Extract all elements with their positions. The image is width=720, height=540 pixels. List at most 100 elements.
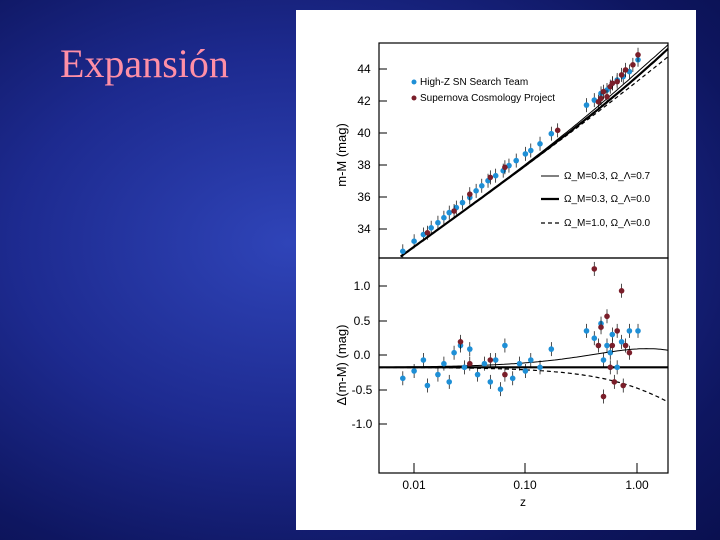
bottom-point-high-z bbox=[591, 335, 598, 342]
model-curve-top-3 bbox=[400, 56, 669, 257]
bottom-point-scp bbox=[622, 342, 629, 349]
top-point-high-z bbox=[473, 188, 479, 194]
top-point-high-z bbox=[583, 102, 590, 108]
bottom-point-scp bbox=[618, 288, 625, 294]
bottom-point-scp bbox=[600, 393, 607, 400]
top-point-scp bbox=[604, 93, 610, 100]
bottom-point-high-z bbox=[548, 346, 555, 352]
bottom-point-high-z bbox=[474, 371, 481, 378]
top-point-high-z bbox=[548, 130, 555, 137]
bottom-point-high-z bbox=[424, 382, 431, 389]
bottom-y-axis-label: Δ(m-M) (mag) bbox=[334, 325, 349, 406]
bottom-point-high-z bbox=[481, 360, 488, 367]
top-point-scp bbox=[618, 72, 625, 78]
bottom-point-scp bbox=[591, 266, 598, 272]
bottom-point-high-z bbox=[467, 346, 473, 352]
legend-label-high-z: High-Z SN Search Team bbox=[420, 77, 528, 88]
bottom-point-scp bbox=[609, 342, 616, 349]
bottom-point-high-z bbox=[435, 371, 441, 378]
top-point-scp bbox=[622, 67, 629, 73]
bottom-y-tick-label: 1.0 bbox=[354, 279, 371, 293]
top-y-tick-label: 38 bbox=[357, 158, 371, 172]
model-legend-label-3: Ω_M=1.0, Ω_Λ=0.0 bbox=[564, 218, 651, 229]
top-point-scp bbox=[598, 95, 604, 102]
bottom-point-scp bbox=[626, 349, 633, 356]
bottom-point-high-z bbox=[411, 368, 417, 374]
top-point-scp bbox=[635, 52, 641, 58]
bottom-point-high-z bbox=[528, 357, 534, 363]
x-axis-label: z bbox=[520, 495, 526, 509]
model-curve-bottom-3 bbox=[379, 366, 669, 403]
bottom-point-high-z bbox=[461, 364, 468, 371]
legend-marker-high-z bbox=[411, 79, 417, 85]
bottom-point-high-z bbox=[446, 379, 452, 385]
bottom-point-scp bbox=[595, 342, 602, 349]
bottom-point-high-z bbox=[522, 368, 529, 374]
bottom-model-curves bbox=[379, 348, 669, 403]
bottom-y-ticks: 1.0 0.5 0.0 -0.5 -1.0 bbox=[352, 279, 387, 431]
bottom-y-tick-label: -0.5 bbox=[352, 383, 373, 397]
top-point-high-z bbox=[435, 219, 441, 226]
slide-title: Expansión bbox=[60, 41, 229, 86]
top-point-high-z bbox=[459, 199, 466, 206]
bottom-point-high-z bbox=[604, 342, 610, 349]
top-point-high-z bbox=[492, 172, 499, 179]
bottom-point-high-z bbox=[537, 364, 543, 371]
bottom-point-scp bbox=[620, 382, 626, 389]
top-point-high-z bbox=[441, 214, 447, 221]
top-point-scp bbox=[467, 191, 473, 197]
top-point-scp bbox=[424, 230, 431, 236]
bottom-point-high-z bbox=[497, 386, 504, 393]
top-point-scp bbox=[600, 88, 607, 95]
bottom-point-scp bbox=[502, 371, 508, 378]
x-ticks: 0.01 0.10 1.00 bbox=[402, 463, 649, 492]
figure-panel: 44 42 40 38 36 34 m-M (mag) 1.0 0.5 0.0 … bbox=[296, 10, 696, 530]
bottom-point-high-z bbox=[420, 357, 427, 363]
bottom-point-high-z bbox=[635, 328, 641, 334]
bottom-point-high-z bbox=[600, 357, 607, 363]
top-y-tick-label: 36 bbox=[357, 190, 371, 204]
top-y-ticks: 44 42 40 38 36 34 bbox=[357, 62, 387, 236]
top-point-scp bbox=[502, 164, 508, 171]
top-point-scp bbox=[630, 62, 636, 68]
bottom-point-high-z bbox=[400, 375, 406, 382]
top-point-scp bbox=[487, 174, 494, 181]
top-y-tick-label: 34 bbox=[357, 222, 371, 236]
bottom-point-high-z bbox=[583, 328, 590, 334]
top-point-scp bbox=[609, 80, 616, 87]
top-y-tick-label: 42 bbox=[357, 94, 371, 108]
top-point-high-z bbox=[428, 225, 434, 231]
model-curve-top-2 bbox=[400, 47, 669, 258]
bottom-point-scp bbox=[467, 360, 473, 367]
bottom-point-high-z bbox=[502, 342, 508, 349]
bottom-y-tick-label: -1.0 bbox=[352, 417, 373, 431]
bottom-point-high-z bbox=[441, 360, 447, 367]
top-point-scp bbox=[554, 127, 561, 134]
bottom-data-points bbox=[400, 261, 641, 404]
top-point-high-z bbox=[513, 157, 519, 164]
top-data-points bbox=[400, 47, 641, 259]
x-tick-label: 0.10 bbox=[513, 478, 537, 492]
bottom-point-high-z bbox=[492, 357, 499, 363]
top-model-curves bbox=[400, 44, 669, 258]
bottom-point-scp bbox=[614, 328, 620, 334]
bottom-plot-frame bbox=[378, 257, 669, 474]
x-tick-label: 1.00 bbox=[625, 478, 649, 492]
series-legend: High-Z SN Search Team Supernova Cosmolog… bbox=[411, 77, 555, 104]
top-point-high-z bbox=[411, 238, 417, 244]
top-point-high-z bbox=[446, 209, 452, 216]
bottom-point-scp bbox=[607, 364, 614, 371]
top-point-high-z bbox=[400, 248, 406, 255]
top-point-high-z bbox=[479, 183, 485, 189]
bottom-point-scp bbox=[598, 324, 604, 331]
top-point-scp bbox=[614, 78, 620, 85]
top-y-tick-label: 44 bbox=[357, 62, 371, 76]
legend-label-scp: Supernova Cosmology Project bbox=[420, 93, 555, 104]
bottom-point-high-z bbox=[626, 328, 633, 334]
bottom-y-tick-label: 0.5 bbox=[354, 314, 371, 328]
top-point-scp bbox=[451, 208, 457, 214]
bottom-y-tick-label: 0.0 bbox=[354, 348, 371, 362]
bottom-point-high-z bbox=[451, 349, 457, 356]
bottom-point-high-z bbox=[516, 360, 523, 367]
hubble-diagram: 44 42 40 38 36 34 m-M (mag) 1.0 0.5 0.0 … bbox=[334, 42, 669, 509]
